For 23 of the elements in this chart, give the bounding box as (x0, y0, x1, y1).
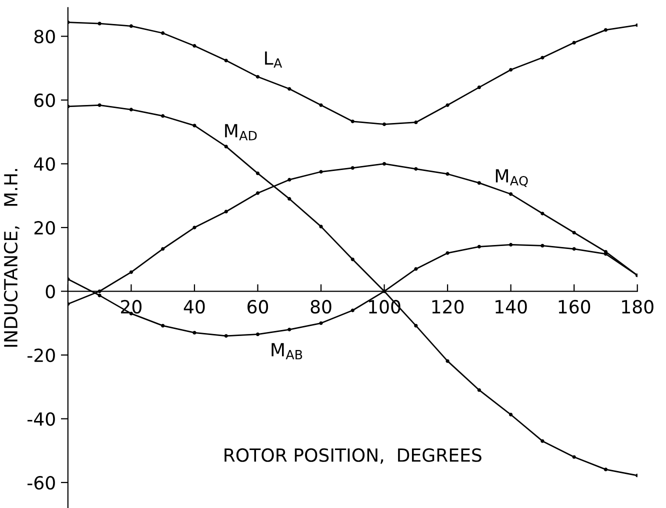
y-tick-label: -40 (28, 412, 55, 426)
x-tick-label: 40 (184, 300, 205, 314)
x-tick-label: 120 (432, 300, 464, 314)
y-tick-label: 20 (34, 220, 55, 235)
annotation: M$_{AQ}$ (496, 169, 528, 188)
annotation: M$_{AB}$ (272, 343, 302, 360)
x-tick-label: 80 (310, 300, 332, 314)
x-tick-label: 160 (558, 300, 590, 314)
x-axis-title: ROTOR POSITION, DEGREES (224, 448, 482, 464)
x-tick-label: 20 (121, 300, 142, 314)
y-tick-label: 80 (34, 30, 55, 44)
x-tick-label: 140 (496, 300, 527, 314)
x-tick-label: 180 (622, 300, 654, 314)
y-tick-label: 0 (46, 284, 55, 298)
y-tick-label: -20 (28, 348, 55, 362)
annotation: L$_{A}$ (265, 52, 282, 68)
x-tick-label: 100 (369, 300, 400, 314)
y-tick-label: 40 (34, 157, 55, 171)
annotation: M$_{AD}$ (225, 124, 257, 140)
y-axis-title: INDUCTANCE, M.H. (4, 169, 20, 347)
x-tick-label: 60 (248, 300, 268, 314)
y-tick-label: -60 (28, 476, 55, 490)
y-tick-label: 60 (34, 94, 55, 108)
